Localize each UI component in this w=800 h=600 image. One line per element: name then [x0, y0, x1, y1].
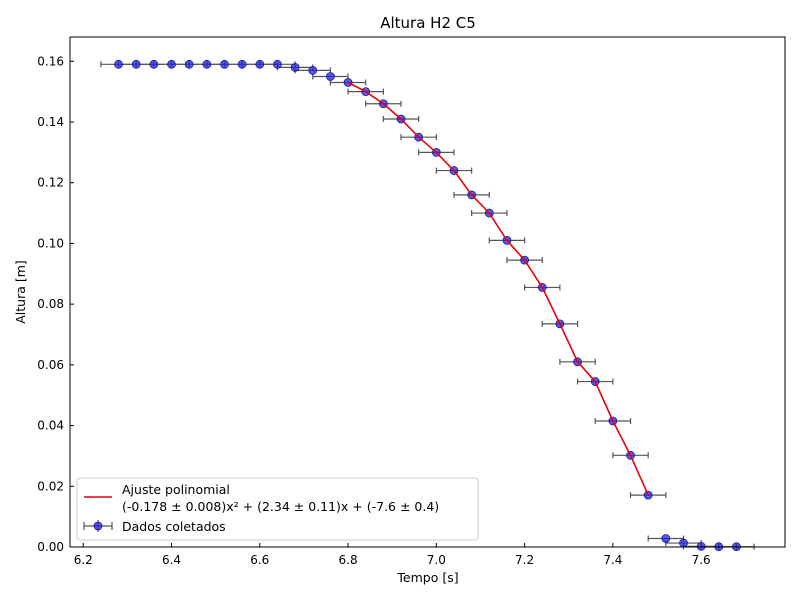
- y-tick-label: 0.10: [37, 236, 64, 250]
- y-tick-label: 0.00: [37, 540, 64, 554]
- plot-frame: [69, 36, 786, 548]
- y-tick-label: 0.06: [37, 358, 64, 372]
- data-point: [696, 541, 706, 551]
- legend-fit-label-line2: (-0.178 ± 0.008)x² + (2.34 ± 0.11)x + (-…: [122, 499, 439, 514]
- data-point: [167, 59, 176, 69]
- y-tick-labels: 0.00 0.02 0.04 0.06 0.08 0.10 0.12 0.14 0.16: [37, 54, 64, 554]
- y-tick-label: 0.02: [37, 479, 64, 493]
- data-point: [679, 538, 688, 548]
- data-point: [202, 59, 212, 69]
- x-tick-label: 6.2: [74, 553, 93, 567]
- y-tick-label: 0.12: [37, 176, 64, 190]
- legend-data-label: Dados coletados: [122, 519, 226, 534]
- data-point: [343, 78, 353, 87]
- x-tick-label: 6.8: [339, 553, 358, 567]
- fit-line-layer: [347, 81, 649, 496]
- data-point: [308, 65, 318, 75]
- fit-line: [347, 81, 649, 496]
- x-tick-label: 7.6: [692, 553, 711, 567]
- legend-box: [76, 477, 479, 541]
- y-axis-title: Altura [m]: [13, 260, 28, 324]
- data-point: [326, 72, 335, 81]
- x-tick-label: 7.2: [515, 553, 534, 567]
- data-point: [255, 59, 265, 69]
- data-point: [661, 534, 671, 543]
- legend-data-marker-icon: [83, 520, 113, 532]
- legend-fit-label-line1: Ajuste polinomial: [122, 482, 230, 497]
- data-point: [114, 59, 123, 69]
- x-tick-label: 6.4: [162, 553, 181, 567]
- x-axis-title: Tempo [s]: [396, 570, 458, 585]
- data-point: [149, 59, 159, 69]
- data-point: [184, 59, 194, 69]
- data-point: [290, 62, 300, 72]
- x-tick-label: 6.6: [250, 553, 269, 567]
- x-tick-label: 7.0: [427, 553, 446, 567]
- y-tick-label: 0.16: [37, 54, 64, 68]
- data-point: [273, 59, 282, 69]
- y-tick-label: 0.04: [37, 419, 64, 433]
- chart-title: Altura H2 C5: [380, 14, 476, 32]
- x-tick-label: 7.4: [603, 553, 622, 567]
- y-tick-label: 0.08: [37, 297, 64, 311]
- data-point: [131, 59, 141, 69]
- y-tick-label: 0.14: [37, 115, 64, 129]
- legend: Ajuste polinomial (-0.178 ± 0.008)x² + (…: [76, 477, 479, 541]
- x-tick-labels: 6.2 6.4 6.6 6.8 7.0 7.2 7.4 7.6: [74, 553, 711, 567]
- data-point: [220, 59, 229, 69]
- data-point: [237, 59, 247, 69]
